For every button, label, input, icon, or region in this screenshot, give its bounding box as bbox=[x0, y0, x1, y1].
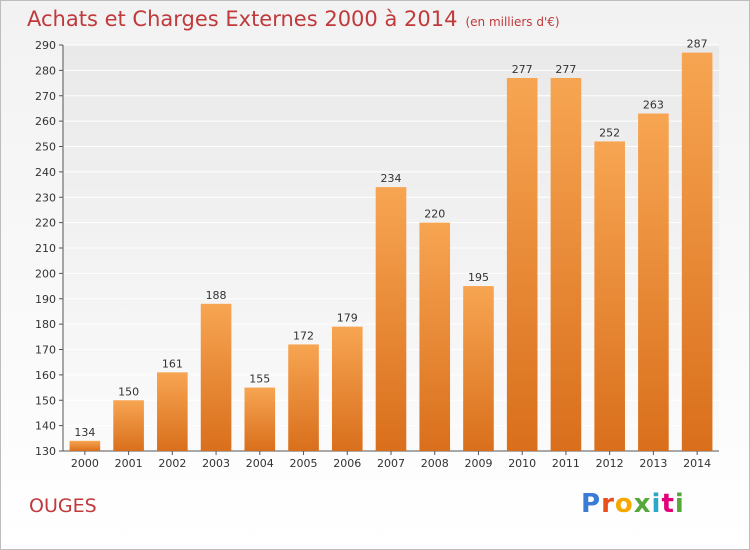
logo-letter: r bbox=[601, 489, 615, 519]
y-tick-label: 170 bbox=[35, 344, 56, 357]
bar-value-label: 277 bbox=[555, 63, 576, 76]
y-tick-label: 220 bbox=[35, 217, 56, 230]
bar-value-label: 150 bbox=[118, 385, 139, 398]
bar-value-label: 155 bbox=[249, 373, 270, 386]
bar bbox=[506, 77, 538, 452]
y-tick-label: 150 bbox=[35, 394, 56, 407]
y-tick-label: 190 bbox=[35, 293, 56, 306]
bar bbox=[375, 187, 407, 451]
place-name: OUGES bbox=[29, 495, 97, 517]
bar bbox=[331, 326, 363, 451]
y-tick-label: 260 bbox=[35, 115, 56, 128]
bar bbox=[638, 113, 669, 451]
x-tick-label: 2012 bbox=[596, 457, 624, 470]
x-tick-label: 2002 bbox=[158, 457, 186, 470]
bar bbox=[594, 141, 625, 452]
bar-value-label: 220 bbox=[424, 208, 445, 221]
chart-subtitle: (en milliers d'€) bbox=[465, 15, 560, 29]
bar-value-label: 234 bbox=[381, 172, 402, 185]
proxiti-logo: Proxiti bbox=[581, 489, 685, 519]
bar-value-label: 134 bbox=[74, 426, 95, 439]
y-tick-label: 250 bbox=[35, 141, 56, 154]
logo-letter: i bbox=[674, 489, 685, 519]
x-tick-label: 2007 bbox=[377, 457, 405, 470]
logo-letter: t bbox=[661, 489, 675, 519]
bar bbox=[200, 303, 232, 451]
y-tick-label: 240 bbox=[35, 166, 56, 179]
chart-title: Achats et Charges Externes 2000 à 2014 (e… bbox=[27, 7, 560, 31]
bar-value-label: 252 bbox=[599, 126, 620, 139]
chart-title-text: Achats et Charges Externes 2000 à 2014 bbox=[27, 7, 458, 31]
y-tick-label: 280 bbox=[35, 64, 56, 77]
y-tick-label: 230 bbox=[35, 191, 56, 204]
bar bbox=[157, 372, 188, 451]
bar bbox=[244, 387, 276, 451]
x-tick-label: 2008 bbox=[421, 457, 449, 470]
bar bbox=[113, 400, 144, 451]
x-tick-label: 2010 bbox=[508, 457, 536, 470]
x-tick-label: 2011 bbox=[552, 457, 580, 470]
bar-value-label: 172 bbox=[293, 329, 314, 342]
x-tick-label: 2003 bbox=[202, 457, 230, 470]
y-tick-label: 140 bbox=[35, 420, 56, 433]
bar bbox=[463, 286, 494, 451]
y-tick-label: 160 bbox=[35, 369, 56, 382]
bar-value-label: 277 bbox=[512, 63, 533, 76]
bar bbox=[681, 52, 713, 452]
y-tick-label: 210 bbox=[35, 242, 56, 255]
x-tick-label: 2009 bbox=[464, 457, 492, 470]
bar-value-label: 188 bbox=[206, 289, 227, 302]
x-tick-label: 2001 bbox=[115, 457, 143, 470]
logo-letter: o bbox=[614, 489, 634, 519]
bar-value-label: 263 bbox=[643, 99, 664, 112]
bar-value-label: 287 bbox=[687, 38, 708, 51]
x-tick-label: 2000 bbox=[71, 457, 99, 470]
y-tick-label: 200 bbox=[35, 267, 56, 280]
bar-value-label: 179 bbox=[337, 312, 358, 325]
y-tick-label: 130 bbox=[35, 445, 56, 458]
x-tick-label: 2004 bbox=[246, 457, 274, 470]
bar bbox=[69, 440, 101, 451]
bar-value-label: 161 bbox=[162, 357, 183, 370]
logo-letter: x bbox=[633, 489, 652, 519]
x-tick-label: 2005 bbox=[290, 457, 318, 470]
y-tick-label: 180 bbox=[35, 318, 56, 331]
bar bbox=[419, 222, 451, 451]
x-tick-label: 2006 bbox=[333, 457, 361, 470]
bar bbox=[288, 344, 319, 451]
y-tick-label: 290 bbox=[35, 39, 56, 52]
bar bbox=[550, 77, 582, 452]
x-tick-label: 2014 bbox=[683, 457, 711, 470]
y-tick-label: 270 bbox=[35, 90, 56, 103]
bar-value-label: 195 bbox=[468, 271, 489, 284]
logo-letter: i bbox=[651, 489, 662, 519]
x-tick-label: 2013 bbox=[639, 457, 667, 470]
logo-letter: P bbox=[581, 489, 602, 519]
